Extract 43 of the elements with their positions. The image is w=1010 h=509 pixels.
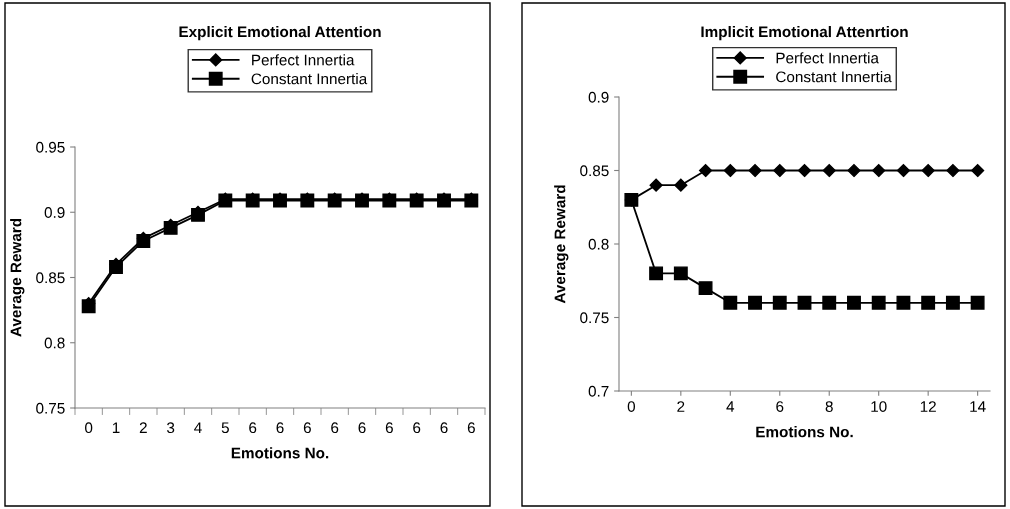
y-axis-title: Average Reward	[10, 218, 25, 337]
y-tick-label: 0.85	[580, 165, 609, 177]
x-tick-label: 3	[167, 422, 175, 434]
x-tick-label: 0	[85, 422, 93, 434]
y-tick-label: 0.9	[44, 207, 65, 218]
legend-label: Constant Innertia	[251, 73, 368, 85]
y-tick-label: 0.75	[36, 402, 65, 414]
x-tick-label: 2	[139, 422, 147, 433]
x-axis-title: Emotions No.	[231, 447, 329, 459]
x-tick-label: 6	[776, 401, 784, 412]
legend-label: Constant Innertia	[776, 71, 892, 83]
chart-title: Explicit Emotional Attention	[179, 26, 381, 41]
x-tick-label: 6	[467, 422, 475, 434]
x-tick-label: 5	[221, 422, 229, 434]
y-tick-label: 0.95	[36, 141, 65, 153]
y-axis-title: Average Reward	[554, 185, 569, 304]
x-tick-label: 14	[970, 401, 986, 412]
x-tick-label: 2	[677, 401, 685, 412]
y-tick-label: 0.9	[588, 91, 609, 103]
x-tick-label: 4	[726, 401, 735, 412]
y-tick-label: 0.7	[588, 385, 609, 397]
chart-title: Implicit Emotional Attenrtion	[701, 26, 908, 41]
x-tick-label: 6	[385, 422, 393, 434]
x-tick-label: 6	[358, 422, 366, 434]
x-tick-label: 6	[249, 422, 257, 434]
x-tick-label: 6	[303, 422, 311, 434]
legend-label: Perfect Innertia	[252, 54, 355, 66]
x-tick-label: 1	[112, 422, 120, 433]
x-tick-label: 6	[413, 422, 421, 434]
legend-label: Perfect Innertia	[776, 52, 879, 64]
y-tick-label: 0.75	[580, 312, 609, 324]
x-tick-label: 4	[194, 422, 202, 433]
y-tick-label: 0.85	[36, 272, 65, 284]
x-tick-label: 8	[825, 401, 833, 412]
x-axis-title: Emotions No.	[756, 426, 853, 438]
x-tick-label: 6	[440, 422, 448, 434]
x-tick-label: 0	[627, 401, 636, 412]
x-tick-label: 10	[871, 401, 887, 412]
y-tick-label: 0.8	[588, 238, 609, 250]
x-tick-label: 12	[920, 401, 936, 412]
x-tick-label: 6	[276, 422, 284, 434]
y-tick-label: 0.8	[44, 337, 65, 349]
x-tick-label: 6	[331, 422, 339, 434]
